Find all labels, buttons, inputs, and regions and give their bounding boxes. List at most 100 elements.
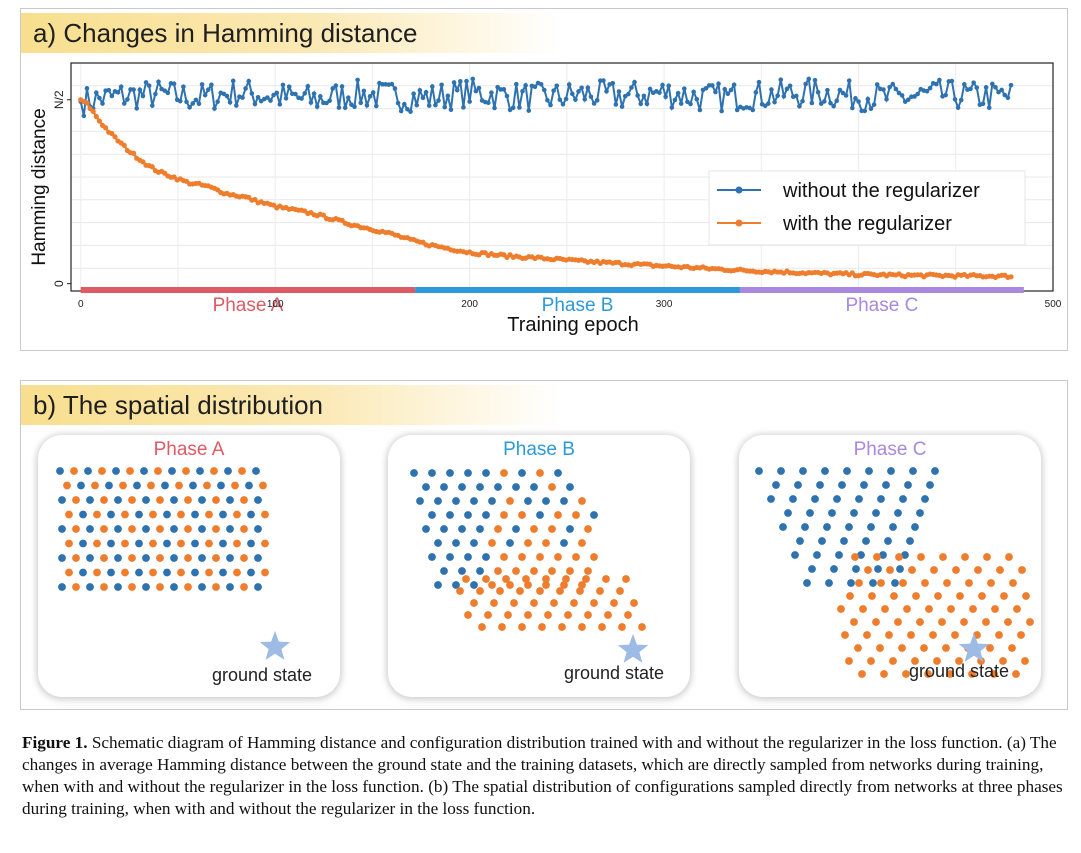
series-point [439,82,444,88]
series-without-regularizer [78,76,1014,119]
series-point [423,89,429,95]
series-point [874,82,880,87]
scatter-phase-a: ground state [56,467,312,685]
sample-point [240,583,248,591]
sample-point [872,509,880,517]
sample-point [1017,631,1025,639]
series-point [585,85,591,91]
sample-point [72,583,80,591]
series-point [719,108,724,114]
sample-point [578,623,586,631]
sample-point [500,511,508,519]
sample-point [458,567,466,575]
series-point [426,103,432,108]
sample-point [851,553,859,561]
panel-b: b) The spatial distribution Phase A grou… [20,380,1068,710]
series-point [769,87,774,92]
series-point [1008,82,1014,88]
sample-point [930,566,938,574]
sample-point [494,525,502,533]
series-point [109,130,115,137]
sample-point [142,496,150,504]
series-point [398,108,404,114]
sample-point [890,592,898,600]
sample-point [886,566,894,574]
sample-point [156,496,164,504]
sample-point [850,618,858,626]
series-point [140,159,146,165]
sample-point [877,579,885,587]
sample-point [811,495,819,503]
sample-point [500,469,508,477]
sample-point [995,631,1003,639]
series-point [317,94,323,99]
series-point [84,86,90,91]
sample-point [542,581,550,589]
series-point [986,105,992,111]
sample-point [868,592,876,600]
sample-point [470,581,478,589]
series-point [395,100,401,106]
series-point [327,98,332,104]
sample-point [504,611,512,619]
sample-point [982,618,990,626]
sample-point [813,551,821,559]
sample-point [859,605,867,613]
x-tick-label: 300 [656,299,673,310]
sample-point [566,483,574,491]
sample-point [464,511,472,519]
sample-point [93,539,101,548]
sample-point [128,525,136,533]
series-point [666,83,672,89]
sample-point [821,467,829,475]
sample-point [205,510,213,519]
ground-state-label: ground state [212,665,312,685]
series-point [442,104,448,110]
sample-point [170,496,178,504]
series-point [131,150,137,156]
sample-point [796,537,804,545]
series-point [542,87,547,93]
sample-point [434,497,442,505]
sample-point [596,587,604,595]
sample-point [452,539,460,547]
series-point [320,212,327,218]
series-point [775,93,780,98]
series-point [616,89,622,94]
sample-point [452,497,460,505]
sample-point [240,496,248,504]
sample-point [212,554,220,562]
sample-point [512,567,520,575]
series-point [563,96,569,102]
sample-point [590,553,598,561]
sample-point [1008,644,1016,652]
series-point [551,88,556,93]
sample-point [956,592,964,600]
sample-point [121,510,129,519]
sample-point [852,565,860,573]
y-tick-label: 0 [52,280,66,287]
sample-point [219,539,227,548]
sample-point [894,509,902,517]
sample-point [72,496,80,504]
series-point [1005,95,1011,101]
series-point [672,97,678,103]
sample-point [98,467,106,475]
series-point [1008,274,1014,280]
sample-point [857,551,865,559]
hamming-distance-chart: Phase A Phase B Phase C 0 100 200 300 500 Traini… [29,62,1062,336]
sample-point [252,467,260,475]
series-point [436,98,441,103]
sample-point [128,554,136,562]
sample-point [996,566,1004,574]
series-point [573,97,578,102]
series-point [952,97,958,102]
series-point [927,85,933,91]
sample-point [149,539,157,548]
subpanel-phase-a: Phase A ground state [38,435,340,697]
sample-point [544,611,552,619]
sample-point [156,554,164,562]
series-point [538,81,544,87]
sample-point [156,525,164,533]
series-point [610,80,616,86]
